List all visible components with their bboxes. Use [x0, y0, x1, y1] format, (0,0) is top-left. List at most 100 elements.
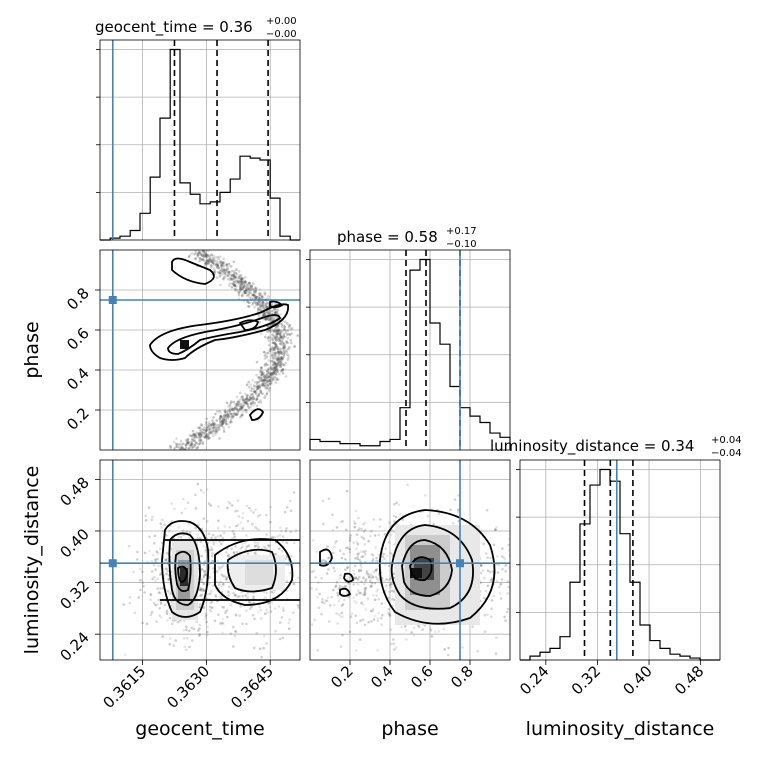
sample-point	[245, 283, 249, 287]
sample-point	[261, 372, 264, 376]
sample-point	[261, 382, 265, 386]
sample-point	[157, 598, 161, 602]
sample-point	[154, 558, 157, 561]
sample-point	[277, 337, 281, 341]
sample-point	[166, 569, 169, 573]
sample-point	[230, 400, 233, 404]
sample-point	[361, 603, 365, 606]
sample-point	[352, 583, 356, 586]
sample-point	[245, 401, 248, 405]
sample-point	[282, 353, 286, 357]
sample-point	[366, 597, 370, 600]
sample-point	[226, 268, 229, 271]
sample-point	[217, 565, 221, 569]
sample-point	[266, 317, 270, 320]
sample-point	[277, 351, 281, 354]
sample-point	[388, 583, 392, 587]
sample-point	[243, 398, 246, 402]
sample-point	[248, 398, 251, 401]
sample-point	[244, 398, 247, 402]
title-geocent-time: geocent_time = 0.36 +0.00 −0.00	[95, 16, 297, 40]
sample-point	[238, 281, 242, 284]
sample-point	[222, 261, 225, 264]
sample-point	[259, 390, 263, 394]
sample-point	[255, 382, 259, 386]
sample-point	[256, 303, 260, 306]
sample-point	[212, 423, 216, 427]
sample-point	[241, 287, 244, 290]
sample-point	[166, 609, 169, 612]
sample-point	[254, 289, 257, 293]
sample-point	[254, 296, 258, 299]
sample-point	[246, 404, 250, 408]
sample-point	[248, 290, 251, 294]
sample-point	[273, 607, 277, 610]
sample-point	[286, 336, 290, 340]
sample-point	[341, 633, 344, 637]
sample-point	[221, 574, 224, 577]
sample-point	[251, 392, 254, 396]
sample-point	[193, 443, 196, 447]
sample-point	[247, 287, 251, 291]
sample-point	[247, 305, 250, 308]
sample-point	[236, 403, 239, 406]
sample-point	[228, 282, 232, 285]
sample-point	[222, 606, 225, 609]
sample-point	[242, 404, 245, 408]
sample-point	[276, 359, 280, 362]
sample-point	[264, 304, 268, 307]
sample-point	[265, 302, 268, 305]
sample-point	[209, 428, 212, 432]
sample-point	[297, 576, 300, 580]
sample-point	[479, 564, 483, 568]
sample-point	[476, 649, 479, 653]
sample-point	[282, 342, 285, 345]
sample-point	[250, 285, 253, 288]
sample-point	[211, 261, 215, 265]
sample-point	[266, 370, 269, 374]
sample-point	[259, 332, 263, 336]
sample-point	[228, 284, 231, 287]
sample-point	[222, 413, 226, 417]
sample-point	[271, 375, 275, 379]
sample-point	[437, 629, 441, 633]
sample-point	[212, 541, 216, 545]
sample-point	[255, 527, 259, 531]
sample-point	[251, 303, 254, 306]
sample-point	[282, 609, 285, 612]
sample-point	[483, 596, 486, 600]
sample-point	[282, 334, 286, 338]
sample-point	[212, 567, 215, 570]
sample-point	[262, 378, 266, 382]
sample-point	[249, 401, 253, 405]
sample-point	[266, 317, 269, 320]
sample-point	[233, 284, 236, 288]
sample-point	[282, 343, 286, 346]
sample-point	[266, 351, 270, 355]
sample-point	[364, 586, 368, 590]
sample-point	[387, 578, 391, 582]
sample-point	[193, 444, 197, 447]
sample-point	[203, 569, 207, 573]
sample-point	[220, 266, 224, 270]
sample-point	[260, 383, 264, 386]
sample-point	[271, 319, 274, 322]
sample-point	[259, 401, 263, 404]
sample-point	[534, 604, 537, 607]
sample-point	[268, 386, 272, 390]
sample-point	[363, 528, 367, 532]
sample-point	[271, 338, 274, 341]
truth-marker	[108, 559, 117, 568]
sample-point	[209, 258, 212, 262]
sample-point	[266, 317, 269, 320]
sample-point	[223, 409, 227, 412]
sample-point	[369, 609, 373, 613]
sample-point	[282, 335, 286, 338]
sample-point	[273, 341, 277, 345]
sample-point	[321, 567, 324, 570]
sample-point	[280, 323, 284, 326]
sample-point	[195, 620, 198, 623]
sample-point	[230, 273, 234, 277]
sample-point	[209, 260, 213, 263]
